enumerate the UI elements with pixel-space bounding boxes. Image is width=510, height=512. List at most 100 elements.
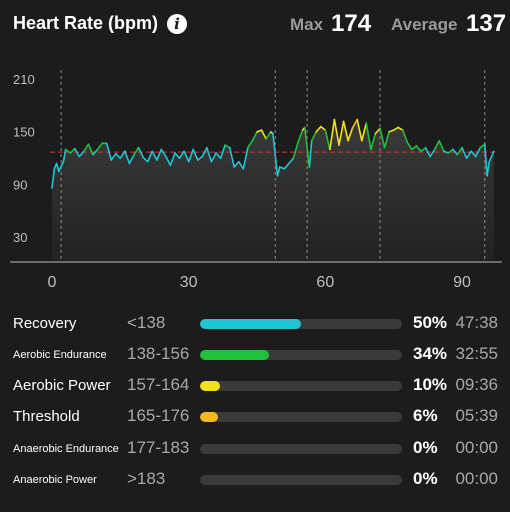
series-line-segment [319,125,327,131]
series-line-segment [356,118,363,142]
series-line-segment [156,148,163,161]
zone-progress-track [200,350,402,360]
zone-progress-track [200,475,402,485]
series-line-segment [146,150,153,163]
series-line-segment [197,155,204,161]
zone-time: 00:00 [455,438,498,457]
series-line-segment [324,129,331,151]
series-line-segment [83,143,90,152]
zone-row: Aerobic Endurance 138-156 34% 32:55 [0,343,510,367]
series-line-segment [342,120,349,142]
series-line-segment [283,162,290,170]
series-line-segment [447,148,454,154]
average-label: Average [391,15,458,34]
series-line-segment [486,160,491,177]
zone-progress-fill [200,350,269,360]
max-label: Max [290,15,324,34]
series-line-segment [438,139,445,152]
series-line-segment [276,166,281,177]
zone-range: <138 [127,313,166,332]
x-tick-label: 30 [180,274,198,291]
series-line-segment [303,126,311,168]
zone-time: 09:36 [455,375,498,394]
series-line-segment [424,146,431,158]
series-line-segment [242,146,249,170]
series-line-segment [388,129,395,133]
zone-progress-track [200,381,402,391]
series-line-segment [178,150,185,159]
series-line-segment [224,144,231,149]
series-line-segment [272,132,279,177]
zone-time: 47:38 [455,313,498,332]
series-line-segment [456,146,463,156]
series-line-segment [292,141,299,159]
y-tick-label: 30 [13,230,27,245]
series-line-segment [74,147,81,158]
series-line-segment [183,150,190,163]
series-line-segment [474,146,482,158]
series-line-segment [351,118,359,129]
series-line-segment [452,148,459,156]
x-tick-label: 90 [453,274,471,291]
series-line-segment [383,131,390,149]
series-line-segment [233,160,240,168]
series-line-segment [174,152,181,159]
zone-percent: 6% [413,406,438,425]
zone-progress-fill [200,319,301,329]
zone-name: Anaerobic Endurance [13,443,119,455]
series-line-segment [315,125,322,133]
y-tick-label: 210 [13,72,35,87]
series-line-segment [64,148,71,154]
series-line-segment [406,141,413,151]
series-line-segment [347,126,354,142]
series-line-segment [329,118,336,151]
info-icon[interactable]: i [167,14,187,34]
series-line-segment [397,126,404,131]
zone-range: >183 [127,469,166,488]
series-line-segment [483,143,488,177]
series-line-segment [69,147,76,154]
zone-row: Recovery <138 50% 47:38 [0,312,510,336]
series-line-segment [62,148,67,163]
y-tick-label: 150 [13,125,35,140]
series-line-segment [187,148,194,163]
zone-name: Aerobic Power [13,377,111,394]
zone-time: 00:00 [455,469,498,488]
series-line-segment [206,146,213,163]
series-line-segment [260,129,267,140]
series-line-segment [51,168,56,189]
zone-name: Recovery [13,315,77,332]
average-value: 137 [466,10,507,37]
series-line-segment [119,150,126,159]
series-line-segment [55,162,60,173]
zone-progress-fill [200,412,219,422]
series-line-segment [124,150,131,165]
series-line-segment [219,144,226,159]
series-line-segment [310,131,318,142]
zone-name: Aerobic Endurance [13,349,107,361]
series-line-segment [96,142,103,151]
series-line-segment [479,143,486,149]
series-line-segment [151,150,158,161]
zone-name: Anaerobic Power [13,474,97,486]
header: Heart Rate (bpm) i Max 174 Average 137 [0,0,510,52]
series-line-segment [333,118,340,146]
y-tick-label: 90 [13,177,27,192]
series-line-segment [57,160,65,173]
zone-progress-fill [200,381,221,391]
series-line-segment [461,146,468,159]
series-line-segment [265,131,272,140]
zone-percent: 34% [413,344,448,363]
series-line-segment [192,148,199,161]
series-line-segment [210,152,217,163]
series-line-segment [160,148,167,158]
series-line-segment [105,142,112,161]
series-line-segment [256,129,263,133]
page-title: Heart Rate (bpm) [13,13,159,33]
chart-area-fill [52,119,494,262]
series-line-segment [288,157,295,165]
max-value: 174 [331,10,372,37]
series-line-segment [128,153,135,165]
series-line-segment [251,131,258,142]
zone-range: 138-156 [127,344,190,363]
